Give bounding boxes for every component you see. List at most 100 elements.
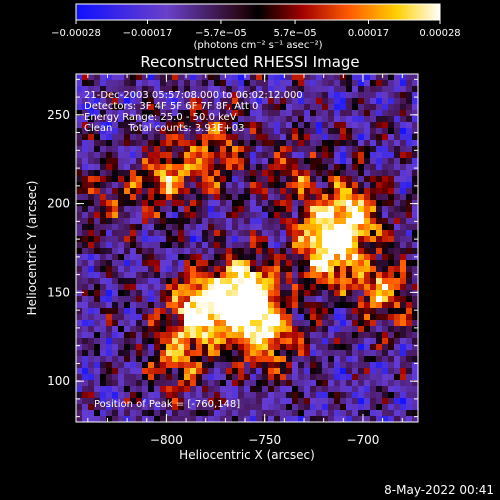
heatmap-cell <box>196 128 202 134</box>
heatmap-cell <box>316 356 322 362</box>
heatmap-cell <box>394 188 400 194</box>
heatmap-cell <box>160 122 166 128</box>
heatmap-cell <box>196 230 202 236</box>
plot-frame <box>75 73 419 423</box>
heatmap-cell <box>226 122 232 128</box>
heatmap-cell <box>226 368 232 374</box>
heatmap-cell <box>130 134 136 140</box>
heatmap-cell <box>394 140 400 146</box>
heatmap-cell <box>346 152 352 158</box>
heatmap-cell <box>376 98 382 104</box>
heatmap-cell <box>88 350 94 356</box>
heatmap-cell <box>328 350 334 356</box>
heatmap-cell <box>136 206 142 212</box>
heatmap-cell <box>130 86 136 92</box>
heatmap-cell <box>82 260 88 266</box>
heatmap-cell <box>124 104 130 110</box>
heatmap-cell <box>142 194 148 200</box>
heatmap-cell <box>298 338 304 344</box>
heatmap-cell <box>172 248 178 254</box>
heatmap-cell <box>280 176 286 182</box>
heatmap-cell <box>178 236 184 242</box>
heatmap-cell <box>262 86 268 92</box>
heatmap-cell <box>298 134 304 140</box>
heatmap-cell <box>364 254 370 260</box>
heatmap-cell <box>388 416 394 422</box>
heatmap-cell <box>280 80 286 86</box>
heatmap-cell <box>370 272 376 278</box>
heatmap-cell <box>208 212 214 218</box>
heatmap-cell <box>250 398 256 404</box>
heatmap-cell <box>88 104 94 110</box>
heatmap-cell <box>88 224 94 230</box>
heatmap-cell <box>304 290 310 296</box>
heatmap-cell <box>256 248 262 254</box>
heatmap-cell <box>304 92 310 98</box>
heatmap-cell <box>328 104 334 110</box>
heatmap-cell <box>328 314 334 320</box>
heatmap-cell <box>100 404 106 410</box>
heatmap-cell <box>124 236 130 242</box>
heatmap-cell <box>220 338 226 344</box>
heatmap-cell <box>394 116 400 122</box>
heatmap-cell <box>88 386 94 392</box>
heatmap-cell <box>340 362 346 368</box>
heatmap-cell <box>304 254 310 260</box>
heatmap-cell <box>76 296 82 302</box>
heatmap-cell <box>382 188 388 194</box>
heatmap-cell <box>256 146 262 152</box>
heatmap-cell <box>214 416 220 422</box>
heatmap-cell <box>118 92 124 98</box>
heatmap-cell <box>358 248 364 254</box>
heatmap-cell <box>394 92 400 98</box>
heatmap-cell <box>76 128 82 134</box>
heatmap-cell <box>346 296 352 302</box>
heatmap-cell <box>196 86 202 92</box>
heatmap-cell <box>196 296 202 302</box>
heatmap-cell <box>400 338 406 344</box>
heatmap-cell <box>400 164 406 170</box>
heatmap-cell <box>220 260 226 266</box>
heatmap-cell <box>142 128 148 134</box>
heatmap-cell <box>136 392 142 398</box>
heatmap-cell <box>88 146 94 152</box>
heatmap-cell <box>346 416 352 422</box>
heatmap-cell <box>244 134 250 140</box>
heatmap-cell <box>244 194 250 200</box>
heatmap-cell <box>292 410 298 416</box>
heatmap-cell <box>106 392 112 398</box>
heatmap-cell <box>112 302 118 308</box>
heatmap-cell <box>94 86 100 92</box>
heatmap-cell <box>178 284 184 290</box>
heatmap-cell <box>280 104 286 110</box>
heatmap-cell <box>298 410 304 416</box>
heatmap-cell <box>136 410 142 416</box>
heatmap-cell <box>208 170 214 176</box>
heatmap-cell <box>346 248 352 254</box>
heatmap-cell <box>178 380 184 386</box>
heatmap-cell <box>136 230 142 236</box>
heatmap-cell <box>298 284 304 290</box>
heatmap-cell <box>202 104 208 110</box>
heatmap-cell <box>82 128 88 134</box>
heatmap-cell <box>208 134 214 140</box>
heatmap-cell <box>412 248 418 254</box>
heatmap-cell <box>190 308 196 314</box>
heatmap-cell <box>250 332 256 338</box>
heatmap-cell <box>262 332 268 338</box>
heatmap-cell <box>334 218 340 224</box>
heatmap-cell <box>268 404 274 410</box>
heatmap-cell <box>226 212 232 218</box>
heatmap-cell <box>214 284 220 290</box>
heatmap-cell <box>346 266 352 272</box>
heatmap-cell <box>208 404 214 410</box>
heatmap-cell <box>190 194 196 200</box>
heatmap-cell <box>370 344 376 350</box>
heatmap-cell <box>202 398 208 404</box>
heatmap-cell <box>100 368 106 374</box>
heatmap-cell <box>394 134 400 140</box>
heatmap-cell <box>340 122 346 128</box>
heatmap-cell <box>112 92 118 98</box>
heatmap-cell <box>250 98 256 104</box>
heatmap-cell <box>124 182 130 188</box>
